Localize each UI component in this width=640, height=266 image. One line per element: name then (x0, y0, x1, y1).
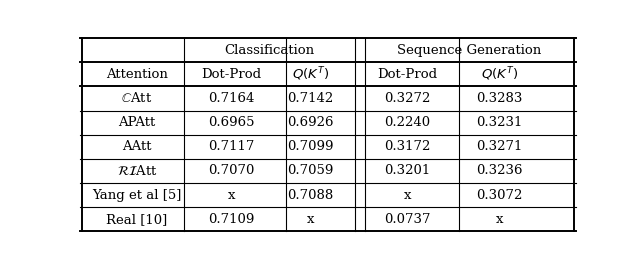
Text: $Q(K^T)$: $Q(K^T)$ (481, 65, 518, 83)
Text: AAtt: AAtt (122, 140, 152, 153)
Text: 0.7099: 0.7099 (287, 140, 334, 153)
Text: Dot-Prod: Dot-Prod (378, 68, 437, 81)
Text: Yang et al [5]: Yang et al [5] (92, 189, 182, 202)
Text: 0.7164: 0.7164 (208, 92, 255, 105)
Text: Attention: Attention (106, 68, 168, 81)
Text: APAtt: APAtt (118, 116, 156, 129)
Text: 0.3201: 0.3201 (384, 164, 431, 177)
Text: 0.3283: 0.3283 (476, 92, 522, 105)
Text: x: x (404, 189, 411, 202)
Text: 0.7070: 0.7070 (208, 164, 255, 177)
Text: x: x (495, 213, 503, 226)
Text: 0.3072: 0.3072 (476, 189, 522, 202)
Text: Classification: Classification (225, 44, 315, 57)
Text: Real [10]: Real [10] (106, 213, 168, 226)
Text: x: x (307, 213, 314, 226)
Text: 0.6965: 0.6965 (208, 116, 255, 129)
Text: $\mathcal{RI}$Att: $\mathcal{RI}$Att (116, 164, 157, 178)
Text: Sequence Generation: Sequence Generation (397, 44, 541, 57)
Text: 0.6926: 0.6926 (287, 116, 334, 129)
Text: 0.7109: 0.7109 (208, 213, 255, 226)
Text: 0.7059: 0.7059 (287, 164, 334, 177)
Text: 0.7088: 0.7088 (287, 189, 334, 202)
Text: 0.3172: 0.3172 (384, 140, 431, 153)
Text: 0.3236: 0.3236 (476, 164, 522, 177)
Text: 0.3271: 0.3271 (476, 140, 522, 153)
Text: 0.3231: 0.3231 (476, 116, 522, 129)
Text: x: x (228, 189, 235, 202)
Text: 0.0737: 0.0737 (384, 213, 431, 226)
Text: $\mathbb{C}$Att: $\mathbb{C}$Att (122, 92, 153, 106)
Text: $Q(K^T)$: $Q(K^T)$ (292, 65, 329, 83)
Text: Dot-Prod: Dot-Prod (201, 68, 261, 81)
Text: 0.7117: 0.7117 (208, 140, 255, 153)
Text: 0.7142: 0.7142 (287, 92, 334, 105)
Text: 0.3272: 0.3272 (384, 92, 431, 105)
Text: 0.2240: 0.2240 (384, 116, 431, 129)
